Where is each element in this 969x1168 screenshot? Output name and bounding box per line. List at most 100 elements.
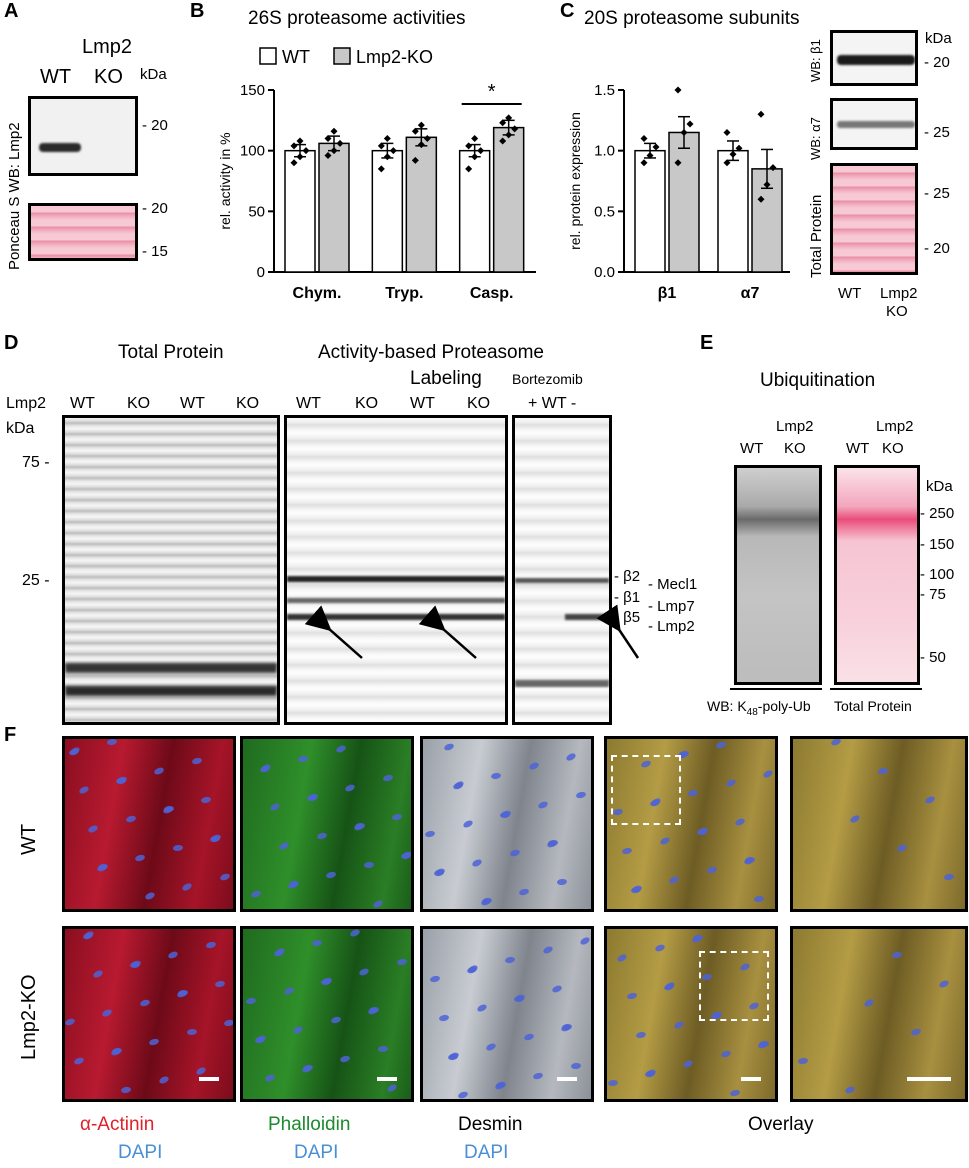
nucleus	[167, 950, 179, 960]
nucleus	[551, 984, 563, 994]
nucleus	[476, 1003, 488, 1013]
panel-label-a: A	[4, 0, 19, 22]
nucleus	[186, 1028, 198, 1036]
underline-ub	[730, 688, 822, 690]
bortezomib-gel	[512, 415, 612, 725]
lane-ko-e2: KO	[882, 440, 904, 457]
nucleus	[214, 980, 226, 988]
mw-150: - 150	[920, 536, 955, 553]
nucleus	[630, 886, 642, 894]
a7-band	[837, 121, 915, 128]
nucleus	[485, 1042, 497, 1052]
ubiquitin-western-blot	[734, 465, 822, 685]
nucleus	[200, 796, 212, 804]
bort-band-2	[565, 614, 609, 620]
nucleus	[896, 843, 908, 853]
lane-abp-3: WT	[410, 395, 435, 412]
wb-b1-label: WB: β1	[808, 39, 823, 82]
point-α7-WT-1	[729, 150, 737, 158]
point-Tryp.-Lmp2-KO-1	[417, 141, 425, 149]
scale-bar	[377, 1077, 397, 1081]
nucleus	[532, 1071, 544, 1081]
nucleus	[297, 755, 309, 763]
micro-overlay-wt	[604, 736, 778, 912]
point-α7-Lmp2-KO-1	[763, 181, 771, 189]
kda-label-d: kDa	[6, 420, 35, 437]
row-label-wt: WT	[18, 823, 40, 855]
lmp2-row-label: Lmp2	[6, 395, 47, 412]
nucleus	[195, 1065, 207, 1077]
legend-swatch-0	[259, 47, 277, 65]
nucleus	[65, 1017, 76, 1027]
nucleus	[144, 891, 156, 901]
nucleus	[335, 744, 347, 754]
panel-label-b: B	[190, 0, 205, 22]
nucleus	[273, 948, 285, 958]
mw-250: - 250	[920, 505, 955, 522]
nucleus	[134, 853, 146, 863]
scale-bar	[741, 1077, 761, 1081]
band-b5: - β5	[614, 609, 641, 626]
nucleus	[254, 1036, 266, 1044]
nucleus	[528, 761, 540, 771]
total-protein-label-e: Total Protein	[834, 698, 912, 714]
band-b2: - β2	[614, 568, 641, 585]
y-tick-label-2: 100	[240, 143, 265, 160]
lane-d-3: WT	[180, 395, 205, 412]
arrows-d	[304, 604, 640, 659]
nucleus	[148, 1037, 160, 1047]
point-Chym.-WT-4	[296, 137, 304, 145]
bar-Tryp.-WT	[371, 149, 404, 273]
point-Casp.-WT-3	[465, 142, 473, 150]
nucleus	[621, 847, 633, 855]
nucleus	[429, 974, 441, 984]
point-Chym.-WT-2	[302, 147, 310, 155]
mw-75-d: 75 -	[22, 454, 50, 471]
nucleus	[306, 794, 318, 802]
bortezomib-label: Bortezomib	[512, 371, 583, 387]
point-Casp.-WT-0	[465, 165, 473, 173]
band-lmp2: - Lmp2	[648, 618, 695, 635]
x-tick-label-1: α7	[741, 285, 760, 302]
nucleus	[556, 878, 568, 886]
kda-label-e: kDa	[926, 478, 953, 495]
nucleus	[73, 1056, 85, 1066]
nucleus	[753, 895, 765, 903]
nucleus	[344, 783, 356, 793]
point-β1-Lmp2-KO-3	[674, 86, 682, 94]
col-dapi-3: DAPI	[464, 1142, 509, 1163]
nucleus	[115, 777, 127, 785]
nucleus	[910, 1027, 922, 1037]
legend-label-0: WT	[282, 47, 310, 67]
nucleus	[125, 814, 137, 824]
nucleus	[377, 1045, 389, 1053]
x-tick-label-1: Tryp.	[385, 285, 423, 302]
nucleus	[259, 764, 271, 774]
col-label-phalloidin: Phalloidin	[268, 1114, 351, 1135]
a7-western-blot	[830, 98, 918, 150]
nucleus	[219, 872, 231, 882]
nucleus	[292, 1025, 304, 1035]
nucleus	[278, 841, 290, 851]
total-protein-blot-e	[834, 465, 920, 685]
nucleus	[673, 1020, 685, 1030]
nucleus	[706, 865, 718, 875]
nucleus	[311, 939, 323, 947]
nucleus	[191, 756, 203, 766]
abp-labeling-gel	[284, 415, 508, 725]
point-β1-WT-2	[652, 143, 660, 151]
nucleus	[663, 982, 675, 992]
nucleus	[466, 965, 478, 975]
x-tick-label-0: Chym.	[293, 285, 342, 302]
band-lmp7: - Lmp7	[648, 598, 695, 615]
nucleus	[924, 795, 936, 805]
bar-Chym.-Lmp2-KO	[318, 142, 350, 273]
nucleus	[92, 969, 104, 979]
lane-lmp2-e2: Lmp2	[876, 418, 914, 435]
nucleus	[391, 813, 403, 821]
point-β1-Lmp2-KO-0	[674, 159, 682, 167]
b1-western-blot	[830, 30, 918, 86]
nucleus	[537, 800, 549, 810]
chart-title: 20S proteasome subunits	[584, 8, 799, 29]
bar-β1-Lmp2-KO	[668, 131, 700, 273]
